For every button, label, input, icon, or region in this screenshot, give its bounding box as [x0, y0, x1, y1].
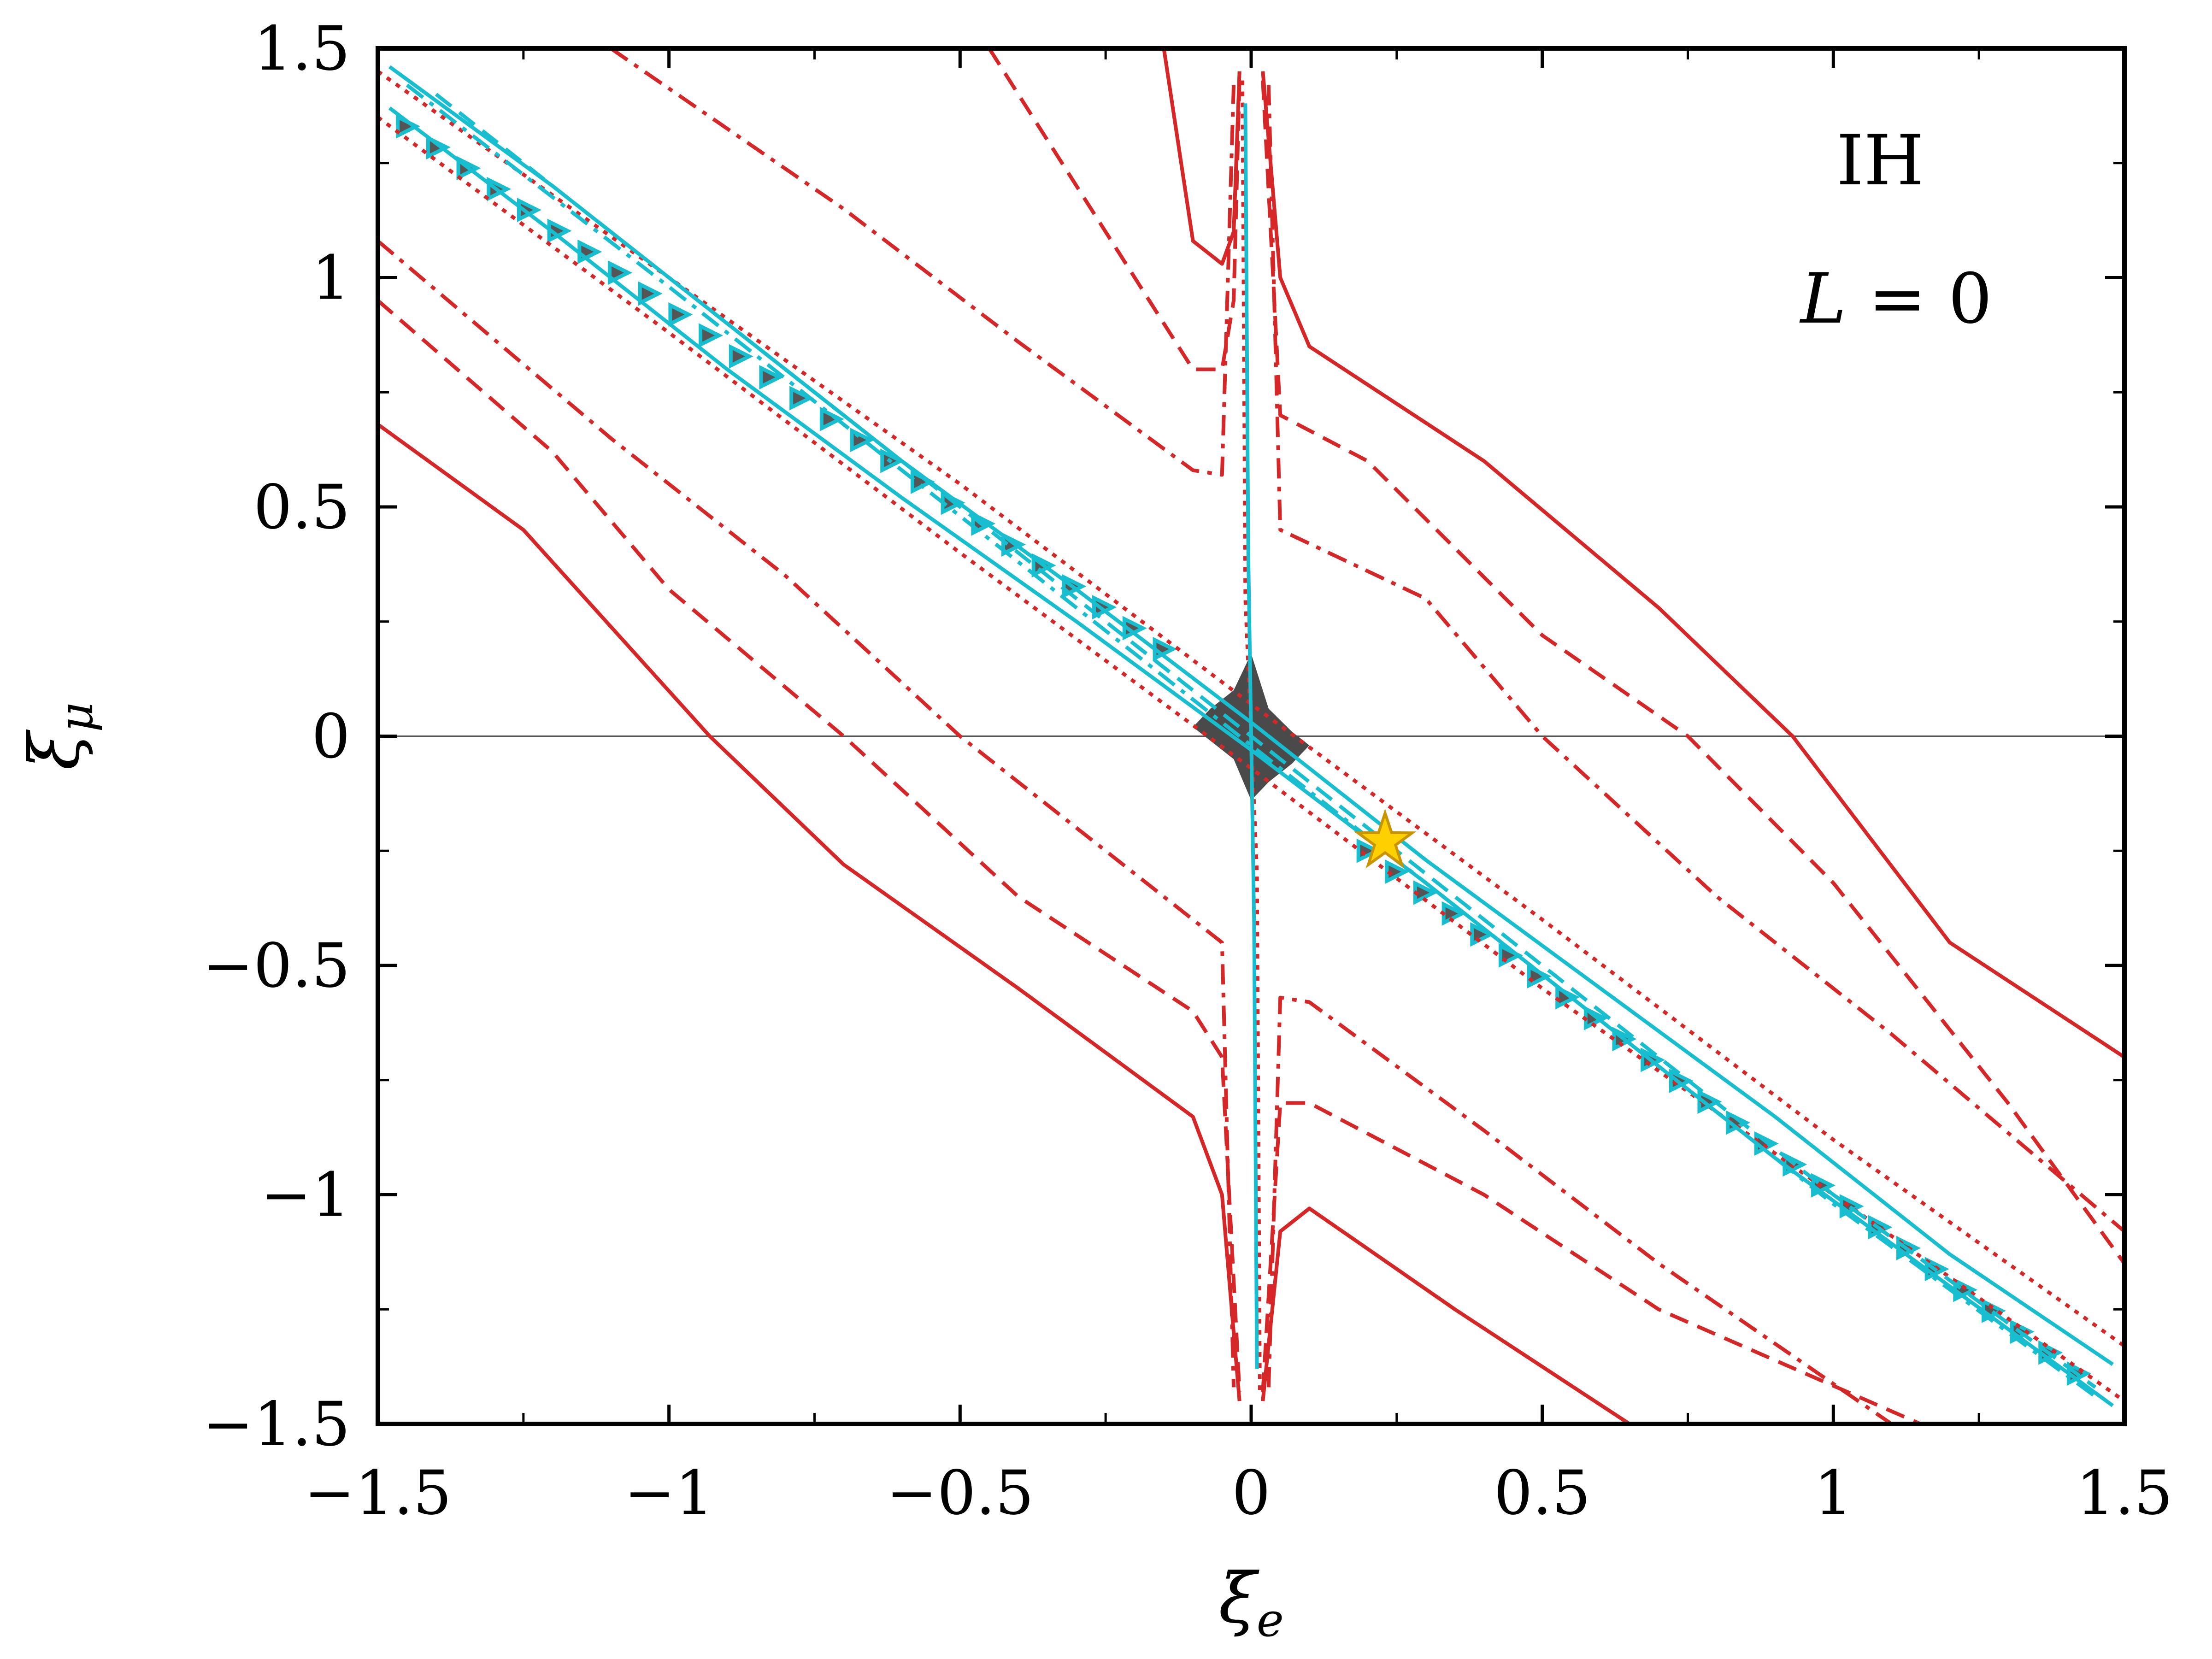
axes [376, 46, 2127, 1426]
x-axis-label-sub: e [1257, 1593, 1284, 1647]
equation-label: L = 0 [1799, 259, 1992, 339]
red-solid-lower-right [1261, 1206, 1631, 1424]
red-dashdot-upper-left [610, 48, 1236, 477]
red-solid-lower-left [378, 423, 1241, 1401]
upper-triangle-row-marker [729, 344, 753, 369]
upper-triangle-row-marker [638, 281, 663, 306]
hierarchy-label: IH [1836, 121, 1924, 201]
y-axis-label-sub: μ [49, 702, 103, 732]
equation-lhs: L [1799, 259, 1847, 339]
upper-triangle-row-marker [668, 302, 693, 327]
lower-triangle-row-marker [1385, 859, 1410, 884]
annotation: IH L = 0 [1799, 121, 1992, 339]
cyan-dashdot-band [406, 83, 2097, 1398]
y-tick-label: 0 [312, 701, 350, 772]
equation-rhs: = 0 [1847, 259, 1992, 339]
x-tick-label: 0.5 [1494, 1458, 1591, 1529]
upper-triangle-row-marker [819, 406, 844, 431]
y-tick-label: 1.5 [253, 13, 350, 84]
x-tick-label: 0 [1232, 1458, 1271, 1529]
y-tick-label: 0.5 [253, 472, 350, 543]
x-tick-label: −1.5 [304, 1458, 452, 1529]
upper-triangle-row-marker [699, 323, 724, 348]
x-tick-label: 1 [1814, 1458, 1853, 1529]
red-dashdot-upper-right [1266, 85, 2124, 1233]
red-solid-upper-right [1261, 71, 2124, 1059]
upper-triangle-row-marker [608, 260, 632, 285]
contour-layer [378, 48, 2124, 1424]
y-tick-label: −1 [260, 1160, 350, 1231]
best-fit-star [1353, 808, 1417, 869]
y-tick-label: 1 [312, 243, 350, 314]
x-tick-label: −0.5 [886, 1458, 1034, 1529]
lower-triangle-row-marker [1356, 838, 1381, 863]
upper-triangle-row-marker [759, 365, 784, 390]
y-tick-label: −0.5 [202, 930, 350, 1001]
cyan-dashed-band [435, 93, 2097, 1389]
upper-triangle-row-marker [789, 386, 814, 411]
x-tick-label: 1.5 [2076, 1458, 2173, 1529]
x-tick-label: −1 [624, 1458, 714, 1529]
red-dashed-lower-left [378, 299, 1241, 1392]
red-dashed-upper-left [988, 48, 1241, 371]
red-dashed-upper-right [1261, 80, 2124, 1265]
y-tick-label: −1.5 [202, 1389, 350, 1460]
red-dashdot-lower-right [1266, 995, 1893, 1424]
red-dashdot-lower-left [378, 239, 1236, 1388]
